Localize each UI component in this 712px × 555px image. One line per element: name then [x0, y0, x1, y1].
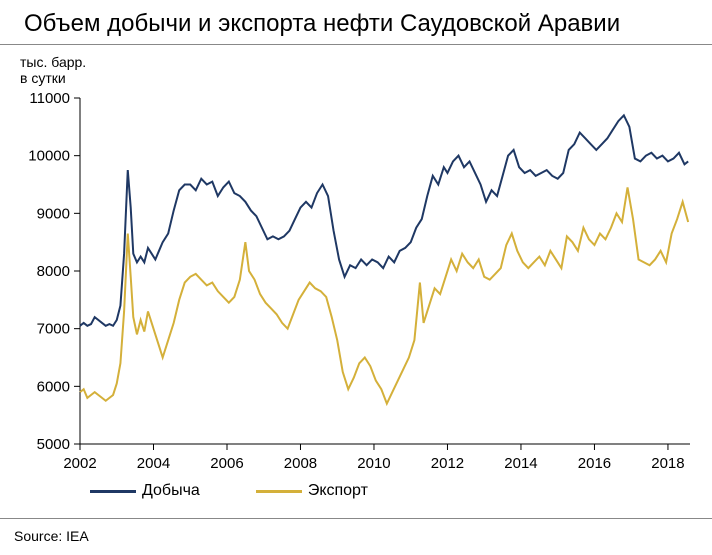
x-tick-label: 2012 — [431, 455, 464, 472]
legend-label-export: Экспорт — [308, 482, 368, 500]
y-tick-label: 11000 — [29, 90, 70, 107]
legend-label-production: Добыча — [142, 482, 200, 500]
chart-container: Объем добычи и экспорта нефти Саудовской… — [0, 0, 712, 555]
x-tick-label: 2008 — [284, 455, 317, 472]
x-tick-label: 2018 — [651, 455, 684, 472]
y-tick-label: 10000 — [28, 148, 70, 165]
y-tick-label: 8000 — [37, 263, 70, 280]
y-tick-label: 7000 — [37, 321, 70, 338]
x-tick-label: 2010 — [357, 455, 390, 472]
legend-item-export: Экспорт — [256, 482, 368, 500]
x-tick-label: 2014 — [504, 455, 537, 472]
legend-swatch-export — [256, 490, 302, 493]
legend: Добыча Экспорт — [90, 482, 368, 500]
series-production — [80, 115, 688, 325]
y-tick-label: 9000 — [37, 205, 70, 222]
chart-svg: 5000 6000 7000 8000 9000 10000 11000 2002 2004 20… — [0, 0, 712, 555]
x-tick-label: 2006 — [210, 455, 243, 472]
source-label: Source: IEA — [14, 528, 89, 544]
y-tick-label: 6000 — [37, 378, 70, 395]
legend-swatch-production — [90, 490, 136, 493]
x-tick-label: 2004 — [137, 455, 170, 472]
x-tick-label: 2016 — [578, 455, 611, 472]
x-tick-label: 2002 — [63, 455, 96, 472]
legend-item-production: Добыча — [90, 482, 200, 500]
y-tick-label: 5000 — [37, 436, 70, 453]
source-divider — [0, 518, 712, 519]
